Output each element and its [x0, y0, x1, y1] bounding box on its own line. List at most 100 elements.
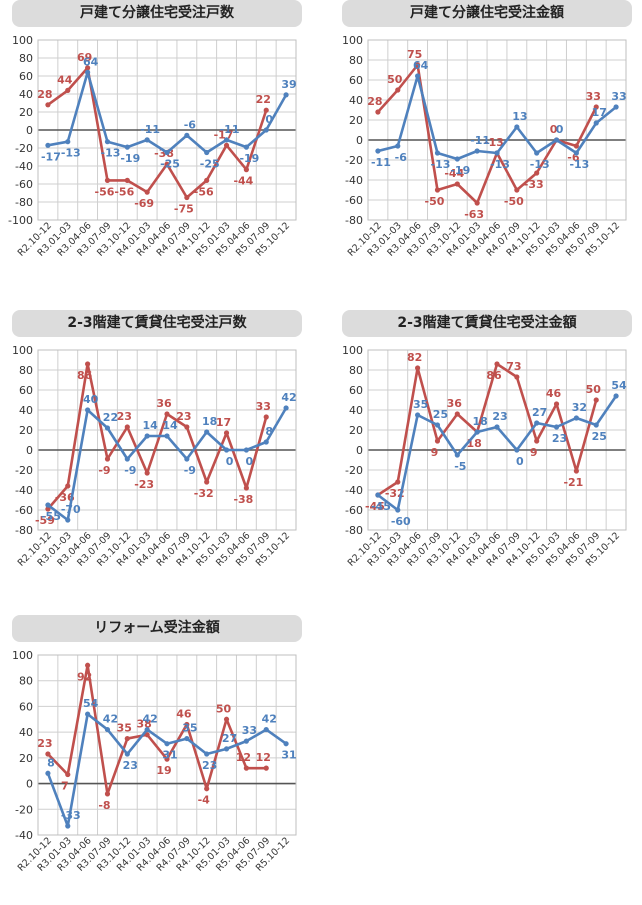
data-point — [184, 721, 190, 728]
data-point — [553, 401, 560, 407]
data-label: 33 — [611, 90, 626, 103]
data-point — [104, 177, 111, 183]
data-label: -9 — [124, 464, 136, 477]
data-point — [144, 726, 150, 733]
series-line — [46, 362, 268, 510]
y-tick-label: -80 — [15, 196, 33, 209]
data-point — [184, 132, 190, 138]
data-point — [434, 422, 441, 428]
data-label: -5 — [454, 460, 466, 473]
data-point — [45, 770, 51, 776]
data-point — [243, 447, 249, 453]
y-tick-label: 80 — [19, 364, 33, 377]
data-label: -19 — [450, 164, 470, 177]
data-label: 27 — [532, 406, 547, 419]
y-tick-label: 0 — [26, 124, 33, 137]
data-point — [263, 127, 269, 133]
y-tick-label: 20 — [349, 424, 363, 437]
data-point — [204, 751, 210, 757]
data-point — [474, 148, 480, 154]
y-tick-label: 20 — [19, 424, 33, 437]
data-point — [534, 420, 540, 426]
data-point — [204, 479, 210, 485]
data-point — [454, 411, 460, 417]
data-label: 9 — [431, 446, 439, 459]
data-point — [375, 148, 381, 154]
data-point — [613, 393, 619, 399]
data-point — [573, 468, 579, 474]
y-tick-label: 40 — [19, 88, 33, 101]
data-point — [534, 150, 540, 156]
data-label: -8 — [98, 799, 110, 812]
y-tick-label: 60 — [19, 70, 33, 83]
data-label: 33 — [256, 400, 271, 413]
data-label: -45 — [371, 500, 391, 513]
data-label: 44 — [57, 73, 73, 86]
series-line — [377, 362, 598, 497]
data-point — [184, 735, 190, 742]
y-tick-label: 100 — [342, 344, 363, 357]
chart-title: 2-3階建て賃貸住宅受注金額 — [342, 310, 632, 337]
data-point — [164, 149, 170, 156]
data-label: -25 — [200, 158, 220, 171]
data-point — [263, 765, 269, 771]
data-label: 19 — [156, 764, 171, 777]
chart-panel-rental-units: 2-3階建て賃貸住宅受注戸数 100 80 60 40 20 0 -20 -40 -60 -80 R… — [0, 310, 302, 600]
data-point — [85, 65, 91, 71]
y-tick-label: 0 — [356, 444, 363, 457]
data-label: -59 — [35, 514, 55, 527]
data-label: -11 — [220, 123, 240, 136]
data-label: -75 — [174, 203, 194, 216]
data-point — [65, 483, 71, 489]
data-point — [164, 433, 170, 439]
y-tick-label: 60 — [349, 384, 363, 397]
data-label: -21 — [563, 476, 583, 489]
data-label: 23 — [552, 432, 567, 445]
data-label: -13 — [431, 158, 451, 171]
y-tick-label: -20 — [15, 142, 33, 155]
y-tick-label: 80 — [349, 364, 363, 377]
data-point — [434, 438, 441, 444]
data-point — [573, 415, 579, 421]
y-tick-label: 60 — [349, 74, 363, 87]
data-point — [534, 438, 540, 444]
data-point — [243, 167, 249, 173]
data-point — [593, 104, 599, 110]
data-point — [204, 786, 210, 792]
data-label: -33 — [524, 178, 544, 191]
data-point — [243, 738, 249, 744]
data-label: 42 — [142, 713, 157, 726]
data-label: 39 — [281, 78, 296, 91]
chart-title: 2-3階建て賃貸住宅受注戸数 — [12, 310, 302, 337]
plot-border — [367, 39, 627, 221]
data-label: 12 — [256, 751, 271, 764]
series-line — [46, 663, 267, 796]
data-point — [164, 756, 170, 762]
data-point — [164, 411, 170, 417]
data-point — [65, 517, 71, 523]
data-point — [593, 397, 599, 403]
data-label: 36 — [156, 397, 172, 410]
data-label: 0 — [556, 123, 564, 136]
data-label: 17 — [592, 106, 607, 119]
data-point — [104, 791, 111, 797]
data-label: -23 — [134, 478, 154, 491]
data-label: 42 — [281, 391, 296, 404]
data-label: 82 — [407, 351, 422, 364]
plot-border — [37, 349, 297, 531]
data-label: 40 — [83, 393, 99, 406]
data-point — [124, 456, 130, 462]
data-point — [514, 374, 520, 380]
data-label: 22 — [256, 93, 271, 106]
data-point — [395, 87, 401, 93]
data-label: 35 — [182, 722, 197, 735]
data-label: 35 — [413, 398, 428, 411]
data-label: 75 — [407, 48, 422, 61]
line-chart: 100806040200-20-40R2.10-12R3.01-03R3.04-… — [12, 649, 297, 874]
y-tick-label: -80 — [345, 524, 363, 537]
data-label: 31 — [162, 749, 177, 762]
data-label: 22 — [103, 411, 118, 424]
y-tick-label: 40 — [349, 94, 363, 107]
data-point — [573, 143, 579, 149]
data-point — [415, 62, 421, 68]
